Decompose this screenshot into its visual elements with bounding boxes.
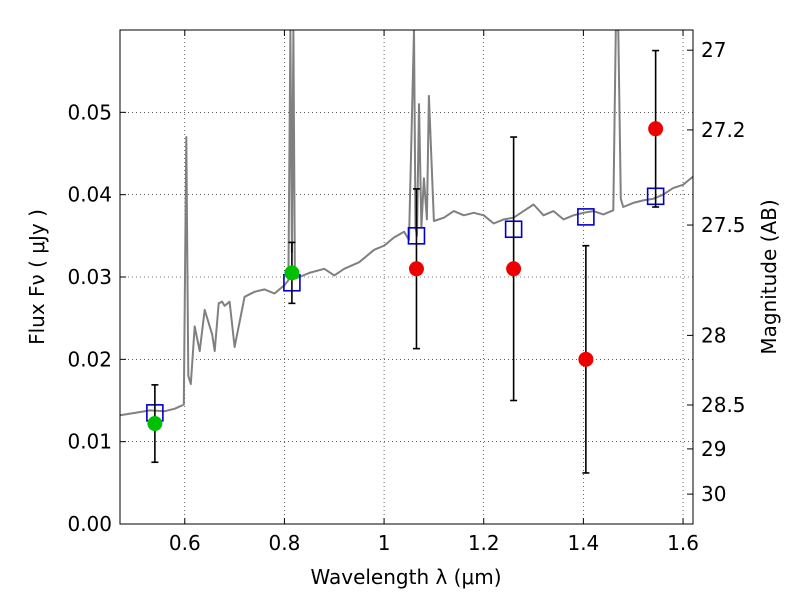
axis-ticks: 0.6 0.8 1 1.2 1.4 1.6 0.00 0.01 0.02 0.03 0.04 0.05… — [67, 30, 746, 555]
magnitude-tick-label: 30 — [701, 482, 726, 506]
y-tick-label: 0.05 — [67, 100, 112, 124]
magnitude-tick-label: 29 — [701, 437, 726, 461]
plot-frame — [119, 29, 694, 525]
x-tick-label: 0.6 — [169, 531, 201, 555]
x-tick-label: 1.4 — [567, 531, 599, 555]
y-tick-label: 0.01 — [67, 430, 112, 454]
limit-point — [506, 261, 522, 277]
y-axis-label: Flux Fν ( μJy ) — [25, 209, 49, 345]
y-tick-label: 0.04 — [67, 183, 112, 207]
grid-lines — [120, 30, 693, 525]
limit-point — [578, 351, 594, 367]
x-axis-label: Wavelength λ (μm) — [310, 565, 501, 589]
x-tick-label: 0.8 — [269, 531, 301, 555]
y-tick-label: 0.02 — [67, 347, 112, 371]
magnitude-tick-label: 28 — [701, 323, 726, 347]
plot-data — [120, 30, 693, 474]
model-photometry-square — [577, 208, 595, 226]
limit-point — [648, 121, 664, 137]
limit-point — [408, 261, 424, 277]
magnitude-tick-label: 27.2 — [701, 118, 746, 142]
model-spectrum-line — [120, 30, 693, 417]
x-tick-label: 1.6 — [667, 531, 699, 555]
y-tick-label: 0.00 — [67, 512, 112, 536]
magnitude-tick-label: 28.5 — [701, 393, 746, 417]
magnitude-tick-label: 27.5 — [701, 213, 746, 237]
magnitude-tick-label: 27 — [701, 38, 726, 62]
x-tick-label: 1.2 — [468, 531, 500, 555]
x-tick-label: 1 — [378, 531, 391, 555]
y-tick-label: 0.03 — [67, 265, 112, 289]
magnitude-axis-label: Magnitude (AB) — [757, 199, 781, 354]
detection-point — [147, 416, 163, 432]
detection-point — [284, 265, 300, 281]
